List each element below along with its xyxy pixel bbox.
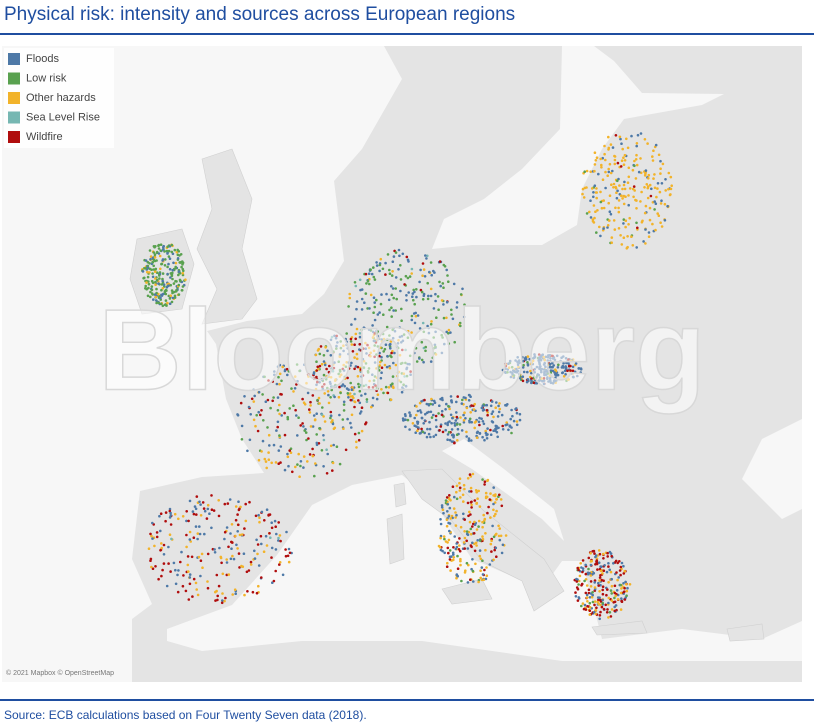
legend-label: Low risk [26,72,67,84]
title-rule [0,33,814,35]
map: Bloomberg Floods Low risk Other hazards Sea… [2,46,802,682]
legend-box [4,48,114,148]
legend-swatch [8,53,20,65]
legend: Floods Low risk Other hazards Sea Level Ris… [4,48,114,148]
legend-swatch [8,131,20,143]
watermark: Bloomberg [99,286,706,414]
risk-dots [141,132,673,621]
legend-label: Wildfire [26,131,63,143]
legend-label: Floods [26,53,60,65]
legend-swatch [8,111,20,124]
title: Physical risk: intensity and sources acr… [4,4,516,25]
source-rule [0,699,814,701]
legend-label: Other hazards [26,92,96,104]
seas [2,46,802,682]
legend-swatch [8,92,20,104]
source: Source: ECB calculations based on Four T… [4,708,367,722]
legend-swatch [8,72,20,85]
legend-label: Sea Level Rise [26,111,100,123]
attribution: © 2021 Mapbox © OpenStreetMap [6,669,114,677]
